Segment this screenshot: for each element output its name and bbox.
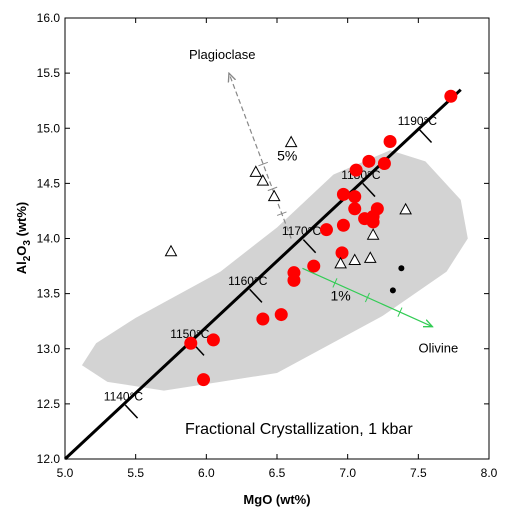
axis-ticks-layer: 5.0 5.5 6.0 6.5 7.0 7.5 8.0 12.0 12.5 13.0 13.5 14.…: [37, 11, 498, 480]
open-triangle-point: [363, 251, 377, 263]
temperature-tick: [249, 288, 263, 303]
open-triangle-point: [284, 135, 298, 148]
x-tick-label: 5.5: [127, 466, 144, 480]
y-tick-label: 14.0: [37, 232, 61, 246]
x-tick-label: 6.0: [198, 466, 215, 480]
olivine-vector-tick: [397, 307, 403, 317]
temperature-label: 1150°C: [170, 327, 210, 341]
y-tick-label: 15.5: [37, 66, 61, 80]
y-tick-label: 12.0: [37, 452, 61, 466]
red-circle-point: [362, 154, 376, 168]
x-tick-label: 7.0: [339, 466, 356, 480]
open-triangle-point: [366, 228, 380, 240]
plagioclase-vector-tick: [258, 161, 269, 167]
y-axis-title-subscript: 2: [22, 255, 33, 261]
temperature-label: 1190°C: [398, 114, 438, 128]
temperature-tick: [124, 404, 139, 419]
red-circle-point: [444, 89, 458, 103]
y-axis-title-part: Al: [14, 261, 29, 274]
y-tick-label: 14.5: [37, 176, 61, 190]
shaded-field: [81, 150, 468, 391]
olivine-percent-label: 1%: [330, 287, 350, 303]
red-circle-point: [287, 266, 301, 280]
open-triangle-point: [348, 253, 362, 266]
y-tick-label: 16.0: [37, 11, 61, 25]
red-circle-point: [256, 312, 270, 326]
plagioclase-vector-tick: [267, 186, 278, 192]
temperature-tick: [302, 239, 317, 254]
red-circle-point: [349, 163, 363, 177]
red-circle-point: [348, 202, 362, 216]
open-triangle-point: [334, 256, 347, 269]
data-points-layer: [164, 89, 458, 387]
plagioclase-percent-label: 5%: [277, 148, 297, 164]
y-axis-title-part: (wt%): [14, 202, 29, 240]
temperature-label: 1170°C: [282, 224, 322, 238]
y-tick-label: 13.5: [37, 287, 61, 301]
y-axis-title-part: O: [14, 246, 29, 256]
y-tick-label: 15.0: [37, 121, 61, 135]
small-black-point: [398, 265, 405, 272]
red-circle-point: [336, 218, 350, 232]
temperature-label: 1160°C: [228, 274, 268, 288]
open-triangle-point: [164, 244, 178, 257]
x-tick-label: 6.5: [269, 466, 286, 480]
open-triangle-point: [267, 189, 281, 202]
olivine-vector-tick: [364, 292, 370, 303]
y-tick-label: 13.0: [37, 342, 61, 356]
x-tick-label: 7.5: [410, 466, 427, 480]
red-circle-point: [377, 157, 391, 171]
red-circle-point: [319, 223, 333, 237]
red-circle-point: [184, 336, 198, 350]
y-tick-label: 12.5: [37, 397, 61, 411]
temperature-tick: [418, 128, 433, 144]
x-tick-label: 8.0: [481, 466, 498, 480]
x-axis-title: MgO (wt%): [243, 492, 310, 507]
red-circle-point: [307, 259, 321, 273]
liquid-line: [63, 88, 462, 461]
x-tick-label: 5.0: [57, 466, 74, 480]
red-circle-point: [274, 308, 288, 322]
shaded-field-layer: [81, 150, 468, 391]
y-axis-title: Al2O3 (wt%): [14, 202, 33, 275]
chart-caption: Fractional Crystallization, 1 kbar: [185, 421, 413, 438]
olivine-vector-tick: [332, 278, 338, 288]
red-circle-point: [206, 333, 220, 347]
open-triangle-point: [256, 174, 270, 186]
plagioclase-vector: [229, 73, 292, 239]
small-black-point: [389, 287, 396, 294]
temperature-tick: [362, 182, 376, 198]
red-circle-point: [197, 373, 211, 387]
plagioclase-label: Plagioclase: [189, 47, 256, 62]
red-circle-point: [335, 246, 349, 260]
olivine-label: Olivine: [418, 341, 458, 356]
open-triangle-point: [399, 202, 412, 215]
temperature-label: 1140°C: [104, 390, 144, 404]
y-axis-title-subscript: 3: [22, 240, 33, 246]
red-circle-point: [383, 134, 397, 148]
red-circle-point: [348, 190, 362, 204]
plagioclase-vector-tick: [276, 211, 287, 216]
open-triangle-point: [249, 165, 263, 177]
red-circle-point: [336, 187, 350, 201]
red-circle-point: [370, 202, 384, 216]
crystallization-vectors-layer: 5% Plagioclase 1% Olivine: [189, 47, 458, 356]
